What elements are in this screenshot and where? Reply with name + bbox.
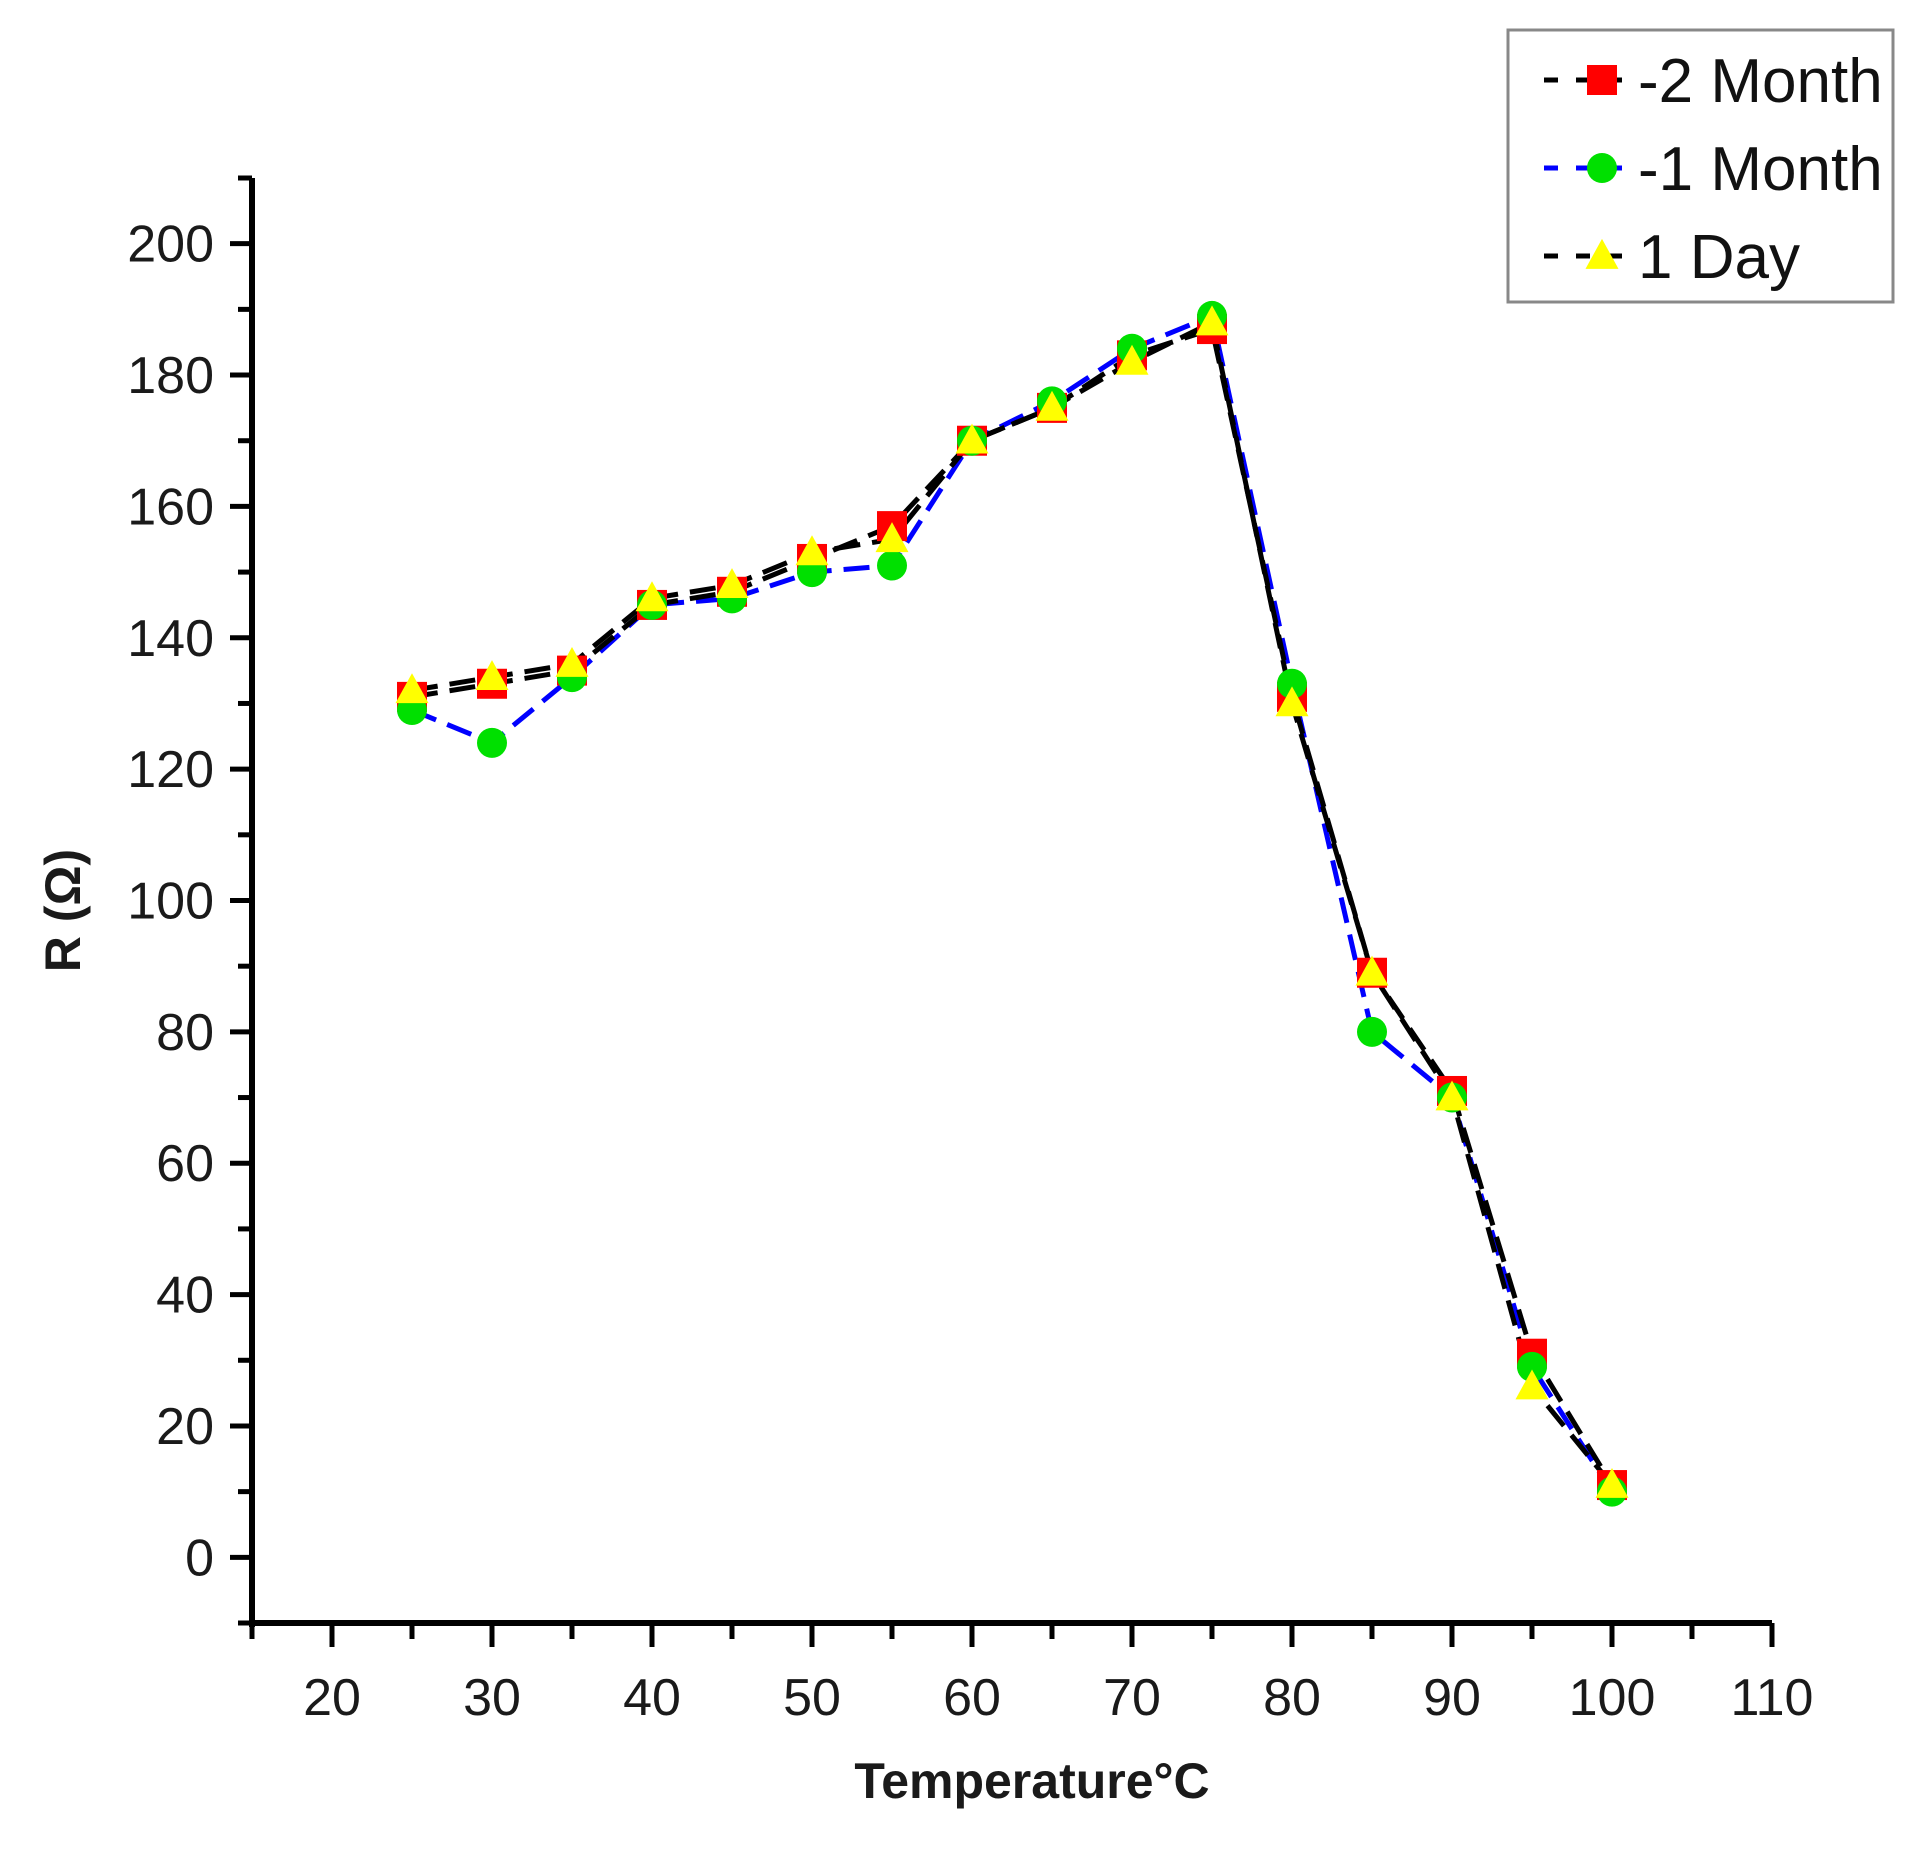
y-tick-label: 40 — [156, 1267, 214, 1325]
legend-circle-icon — [1587, 153, 1617, 183]
data-point-1-day — [1435, 1080, 1469, 1111]
axis-labels: 0 20 40 60 80 100 120 140 160 180 200 20 30 40 50 60 70 8… — [35, 216, 1813, 1809]
series-line-2-month — [411, 326, 1615, 1487]
data-point-1-day — [1355, 955, 1389, 986]
y-tick-label: 100 — [127, 873, 214, 931]
y-tick-label: 60 — [156, 1135, 214, 1193]
y-tick-label: 180 — [127, 347, 214, 405]
data-point-1-day — [1115, 344, 1149, 375]
x-tick-label: 100 — [1569, 1669, 1656, 1727]
y-tick-label: 140 — [127, 610, 214, 668]
data-point-1-day — [555, 646, 589, 677]
x-tick-label: 50 — [783, 1669, 841, 1727]
series-line-1-day — [411, 320, 1614, 1487]
x-tick-label: 30 — [463, 1669, 521, 1727]
data-point-1-day — [1275, 686, 1309, 717]
data-point-1-day — [395, 673, 429, 704]
data-point-1-day — [1035, 390, 1069, 421]
series-markers — [395, 300, 1629, 1507]
data-point-1-day — [715, 568, 749, 599]
axes — [230, 175, 1775, 1647]
y-tick-label: 80 — [156, 1004, 214, 1062]
legend-label: 1 Day — [1638, 223, 1800, 292]
legend-square-icon — [1587, 65, 1617, 95]
y-tick-label: 120 — [127, 741, 214, 799]
x-tick-label: 90 — [1423, 1669, 1481, 1727]
data-point-1-day — [875, 522, 909, 553]
legend-label: -1 Month — [1638, 135, 1883, 204]
legend-box — [1506, 28, 1895, 304]
y-tick-label: 0 — [185, 1529, 214, 1587]
legend: -2 Month -1 Month 1 Day — [1506, 28, 1895, 304]
y-tick-label: 200 — [127, 216, 214, 274]
data-point-1-day — [795, 535, 829, 566]
data-point-1-month — [1357, 1016, 1387, 1047]
data-point-1-day — [1515, 1369, 1549, 1400]
x-axis-title: Temperature°C — [854, 1753, 1209, 1809]
legend-triangle-icon — [1585, 238, 1619, 269]
x-tick-label: 40 — [623, 1669, 681, 1727]
x-tick-label: 110 — [1731, 1669, 1814, 1727]
data-point-1-month — [477, 727, 507, 758]
series-line-1-month — [411, 313, 1615, 1493]
data-point-1-month — [877, 550, 907, 581]
data-point-1-month — [1517, 1351, 1547, 1382]
data-point-1-day — [955, 423, 989, 454]
y-tick-label: 160 — [127, 478, 214, 536]
x-tick-label: 60 — [943, 1669, 1001, 1727]
x-tick-label: 80 — [1263, 1669, 1321, 1727]
data-point-1-day — [475, 660, 509, 691]
data-point-1-month — [1277, 668, 1307, 699]
x-tick-label: 70 — [1103, 1669, 1161, 1727]
data-point-1-day — [635, 581, 669, 612]
data-point-1-day — [1195, 305, 1229, 336]
y-axis-title: R (Ω) — [35, 849, 91, 972]
data-point-1-day — [1595, 1467, 1629, 1498]
y-tick-label: 20 — [156, 1398, 214, 1456]
x-tick-label: 20 — [303, 1669, 361, 1727]
legend-label: -2 Month — [1638, 47, 1883, 116]
series-lines — [411, 313, 1615, 1493]
